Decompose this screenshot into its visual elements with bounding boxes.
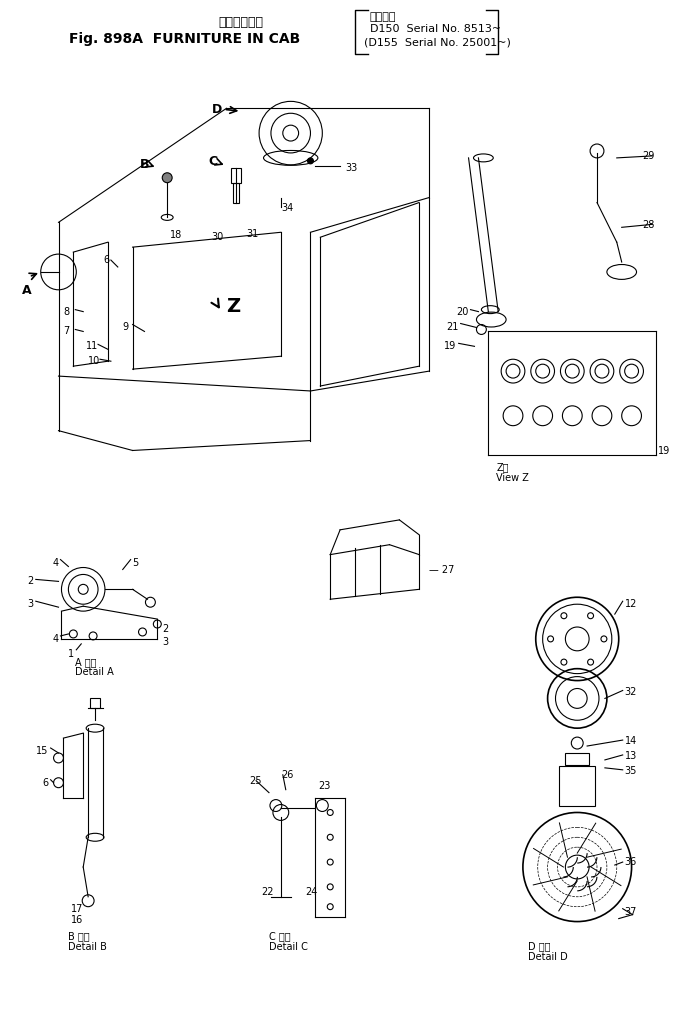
Text: 4: 4 [52, 634, 59, 644]
Text: 12: 12 [625, 599, 637, 609]
Text: 8: 8 [64, 307, 70, 317]
Text: 10: 10 [88, 356, 101, 366]
Text: Detail B: Detail B [68, 942, 107, 952]
Text: 25: 25 [249, 775, 262, 786]
Text: 11: 11 [86, 341, 98, 351]
Text: 36: 36 [625, 857, 637, 867]
Text: 適用号機: 適用号機 [370, 12, 396, 22]
Circle shape [162, 173, 172, 183]
Text: Detail C: Detail C [269, 942, 308, 952]
Text: 35: 35 [625, 766, 637, 775]
Text: 9: 9 [123, 322, 129, 332]
Text: 20: 20 [456, 307, 468, 317]
Text: 32: 32 [625, 686, 637, 696]
Bar [233, 183, 239, 203]
Text: 4: 4 [52, 557, 59, 567]
Text: 31: 31 [246, 229, 258, 240]
Text: 2: 2 [162, 624, 168, 634]
Text: 16: 16 [71, 915, 84, 925]
Text: 24: 24 [306, 887, 318, 897]
Text: 17: 17 [71, 903, 84, 914]
Text: 15: 15 [36, 746, 49, 756]
Text: B 詳細: B 詳細 [68, 932, 90, 942]
Bar [560, 766, 595, 806]
Text: Detail D: Detail D [528, 952, 567, 962]
Text: 23: 23 [318, 781, 331, 791]
Text: View Z: View Z [496, 473, 529, 483]
Text: 1: 1 [68, 649, 75, 659]
Text: D150  Serial No. 8513~: D150 Serial No. 8513~ [370, 24, 501, 33]
Text: Fig. 898A  FURNITURE IN CAB: Fig. 898A FURNITURE IN CAB [69, 31, 301, 46]
Text: 37: 37 [625, 906, 637, 917]
Text: 6: 6 [103, 255, 109, 265]
Text: 33: 33 [345, 162, 357, 173]
Text: キャブ付属品: キャブ付属品 [218, 16, 264, 29]
Text: B: B [140, 158, 149, 171]
Bar [232, 167, 242, 183]
Text: 14: 14 [625, 736, 637, 746]
Text: Detail A: Detail A [75, 667, 114, 677]
Text: 21: 21 [446, 322, 459, 332]
Bar [90, 698, 100, 708]
Text: 13: 13 [625, 751, 637, 761]
Text: A 詳細: A 詳細 [75, 657, 97, 667]
Text: Z: Z [226, 296, 241, 316]
Text: 6: 6 [43, 777, 49, 788]
Text: D 詳細: D 詳細 [528, 941, 550, 951]
Text: 3: 3 [162, 637, 168, 647]
Text: 22: 22 [261, 887, 274, 897]
Text: — 27: — 27 [429, 564, 454, 574]
Text: 29: 29 [642, 151, 654, 161]
Text: D: D [211, 104, 222, 117]
Text: 5: 5 [133, 557, 139, 567]
Text: A: A [22, 284, 31, 296]
Text: C: C [209, 155, 218, 167]
Text: 2: 2 [27, 577, 34, 587]
Text: 3: 3 [28, 599, 34, 609]
Circle shape [308, 158, 313, 163]
Text: 7: 7 [64, 327, 70, 337]
Text: 30: 30 [211, 232, 224, 243]
Text: C 詳細: C 詳細 [269, 932, 290, 942]
Text: 34: 34 [281, 203, 293, 212]
Text: Z規: Z規 [496, 463, 509, 472]
Text: 19: 19 [658, 446, 671, 456]
Text: 28: 28 [642, 220, 654, 230]
Text: 19: 19 [445, 341, 456, 351]
Text: 26: 26 [281, 769, 293, 780]
Text: (D155  Serial No. 25001~): (D155 Serial No. 25001~) [364, 38, 511, 48]
Text: 18: 18 [170, 230, 182, 241]
Bar [565, 753, 589, 765]
